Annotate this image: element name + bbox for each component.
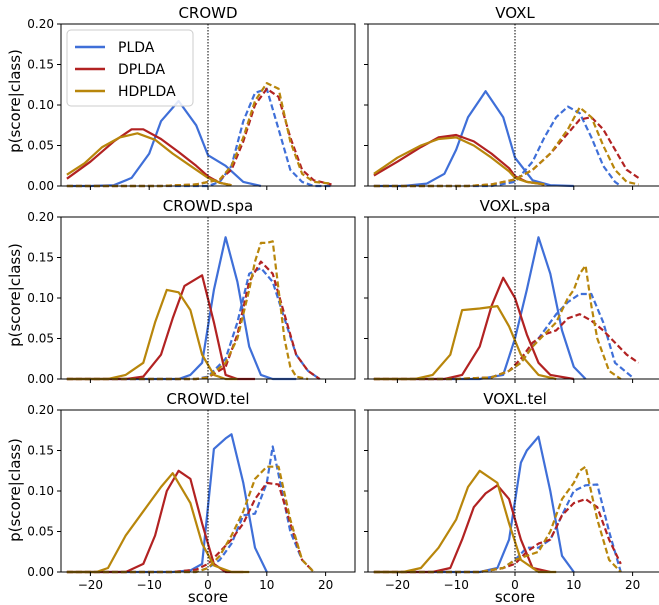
y-tick-label: 0.20	[27, 403, 54, 417]
series-line-dplda-solid	[373, 276, 574, 381]
y-tick-label: 0.20	[27, 17, 54, 31]
series-line-dplda-dashed	[373, 313, 640, 381]
x-tick-label: −20	[385, 578, 410, 592]
series-line-hdplda-dashed	[66, 240, 309, 381]
x-tick-label: −10	[444, 578, 469, 592]
series-line-plda-solid	[373, 435, 575, 574]
panel-4: VOXL.spa	[364, 197, 659, 383]
y-tick-label: 0.15	[27, 58, 54, 72]
y-tick-label: 0.20	[27, 210, 54, 224]
legend-label-hdplda: HDPLDA	[118, 84, 176, 100]
series-line-hdplda-dashed	[373, 264, 622, 381]
series-line-hdplda-solid	[66, 472, 250, 574]
series-line-hdplda-dashed	[373, 465, 622, 574]
panel-title: VOXL.spa	[480, 197, 551, 215]
y-tick-label: 0.05	[27, 525, 54, 539]
x-tick-label: 20	[318, 578, 333, 592]
xlabel-left: score	[188, 588, 228, 605]
y-tick-label: 0.10	[27, 484, 54, 498]
y-tick-label: 0.00	[27, 179, 54, 193]
xlabel-right: score	[495, 588, 535, 605]
y-tick-label: 0.05	[27, 332, 54, 346]
panels: CROWD 0.00 0.05 0.10 0.15 0.20 VOXL CROWD.spa 0.…	[27, 4, 659, 592]
series-line-dplda-solid	[66, 469, 244, 574]
y-tick-label: 0.00	[27, 372, 54, 386]
panel-1: CROWD 0.00 0.05 0.10 0.15 0.20	[27, 4, 356, 193]
panel-2: VOXL	[364, 4, 659, 190]
series-line-dplda-solid	[373, 484, 551, 574]
plot-frame	[367, 23, 659, 187]
x-tick-label: −10	[137, 578, 162, 592]
x-tick-label: 20	[625, 578, 640, 592]
y-tick-label: 0.10	[27, 98, 54, 112]
x-tick-label: 0	[204, 578, 212, 592]
series-line-plda-solid	[66, 433, 268, 574]
legend: PLDA DPLDA HDPLDA	[66, 29, 194, 107]
series-line-hdplda-solid	[66, 288, 238, 381]
series-line-plda-dashed	[373, 483, 622, 574]
series-line-hdplda-solid	[373, 136, 545, 186]
series-line-plda-dashed	[66, 445, 315, 574]
series-line-plda-dashed	[373, 105, 622, 188]
y-tick-label: 0.00	[27, 565, 54, 579]
series-line-hdplda-solid	[66, 132, 232, 187]
panel-title: CROWD.tel	[166, 390, 249, 408]
y-tick-label: 0.15	[27, 251, 54, 265]
series-line-plda-solid	[66, 99, 262, 188]
panel-title: VOXL	[495, 4, 535, 22]
series-line-plda-solid	[66, 236, 297, 381]
y-tick-label: 0.10	[27, 291, 54, 305]
panel-title: CROWD	[178, 4, 237, 22]
panel-title: VOXL.tel	[483, 390, 547, 408]
x-tick-label: −20	[78, 578, 103, 592]
series-line-dplda-dashed	[66, 481, 315, 574]
y-tick-label: 0.15	[27, 444, 54, 458]
legend-label-plda: PLDA	[118, 40, 155, 56]
ylabel-row-2: p(score|class)	[6, 243, 24, 347]
panel-5: CROWD.tel 0.00 0.05 0.10 0.15 0.20 −20 −10 0 10 20	[27, 390, 356, 592]
series-line-plda-dashed	[373, 292, 634, 381]
series-line-plda-solid	[373, 90, 574, 188]
y-tick-label: 0.05	[27, 139, 54, 153]
panel-6: VOXL.tel −20 −10 0 10 20	[364, 390, 659, 592]
series-line-hdplda-solid	[373, 469, 557, 574]
series-line-dplda-dashed	[373, 116, 640, 188]
series-line-dplda-dashed	[373, 498, 622, 574]
series-line-hdplda-solid	[373, 305, 557, 381]
panel-title: CROWD.spa	[163, 197, 253, 215]
x-tick-label: 0	[511, 578, 519, 592]
x-tick-label: 10	[566, 578, 581, 592]
panel-3: CROWD.spa 0.00 0.05 0.10 0.15 0.20	[27, 197, 356, 386]
legend-box	[66, 29, 194, 107]
series-line-hdplda-dashed	[373, 106, 639, 188]
ylabel-row-3: p(score|class)	[6, 438, 24, 542]
series-line-dplda-solid	[66, 274, 255, 381]
plot-frame	[367, 216, 659, 380]
legend-label-dplda: DPLDA	[118, 62, 166, 78]
x-tick-label: 10	[259, 578, 274, 592]
ylabel-row-1: p(score|class)	[6, 49, 24, 153]
plot-frame	[367, 409, 659, 573]
